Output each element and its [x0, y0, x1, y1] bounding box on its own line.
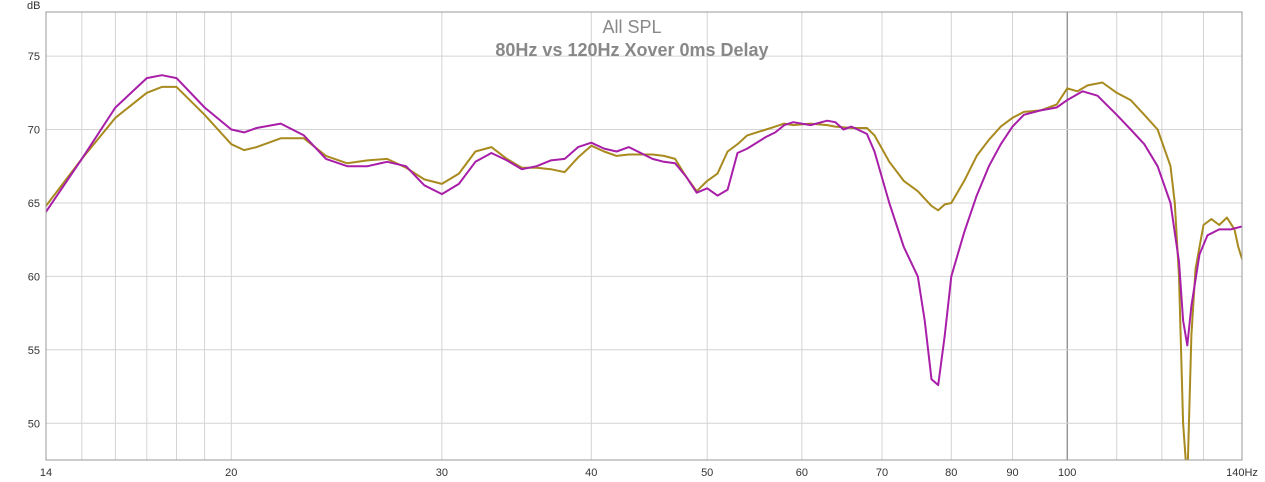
- series-layer: [46, 74, 1242, 460]
- series-line: [46, 74, 1242, 387]
- x-tick-label: 90: [1006, 467, 1018, 479]
- chart-title: All SPL: [602, 17, 661, 37]
- tick-labels: 14 20 30 40 50 60 70 80 90 100 140Hz 50 55 60 65 70 75: [28, 51, 1258, 479]
- x-tick-label: 60: [796, 467, 808, 479]
- x-tick-label: 70: [876, 467, 888, 479]
- y-tick-label: 70: [28, 125, 40, 137]
- grid-lines: [46, 12, 1242, 460]
- plot-frame: [45, 11, 1243, 461]
- x-tick-label: 50: [701, 467, 713, 479]
- x-tick-label: 20: [225, 467, 237, 479]
- series-line: [46, 81, 1242, 460]
- y-tick-label: 75: [28, 51, 40, 63]
- chart-subtitle: 80Hz vs 120Hz Xover 0ms Delay: [495, 40, 768, 60]
- y-tick-label: 55: [28, 345, 40, 357]
- x-tick-label: 14: [40, 467, 52, 479]
- y-tick-label: 60: [28, 271, 40, 283]
- y-tick-label: 65: [28, 198, 40, 210]
- x-tick-label: 80: [945, 467, 957, 479]
- x-tick-label: 40: [585, 467, 597, 479]
- x-tick-label: 140Hz: [1226, 467, 1258, 479]
- y-axis-unit-label: dB: [27, 0, 40, 12]
- y-tick-label: 50: [28, 418, 40, 430]
- x-tick-label: 30: [436, 467, 448, 479]
- x-tick-label: 100: [1058, 467, 1076, 479]
